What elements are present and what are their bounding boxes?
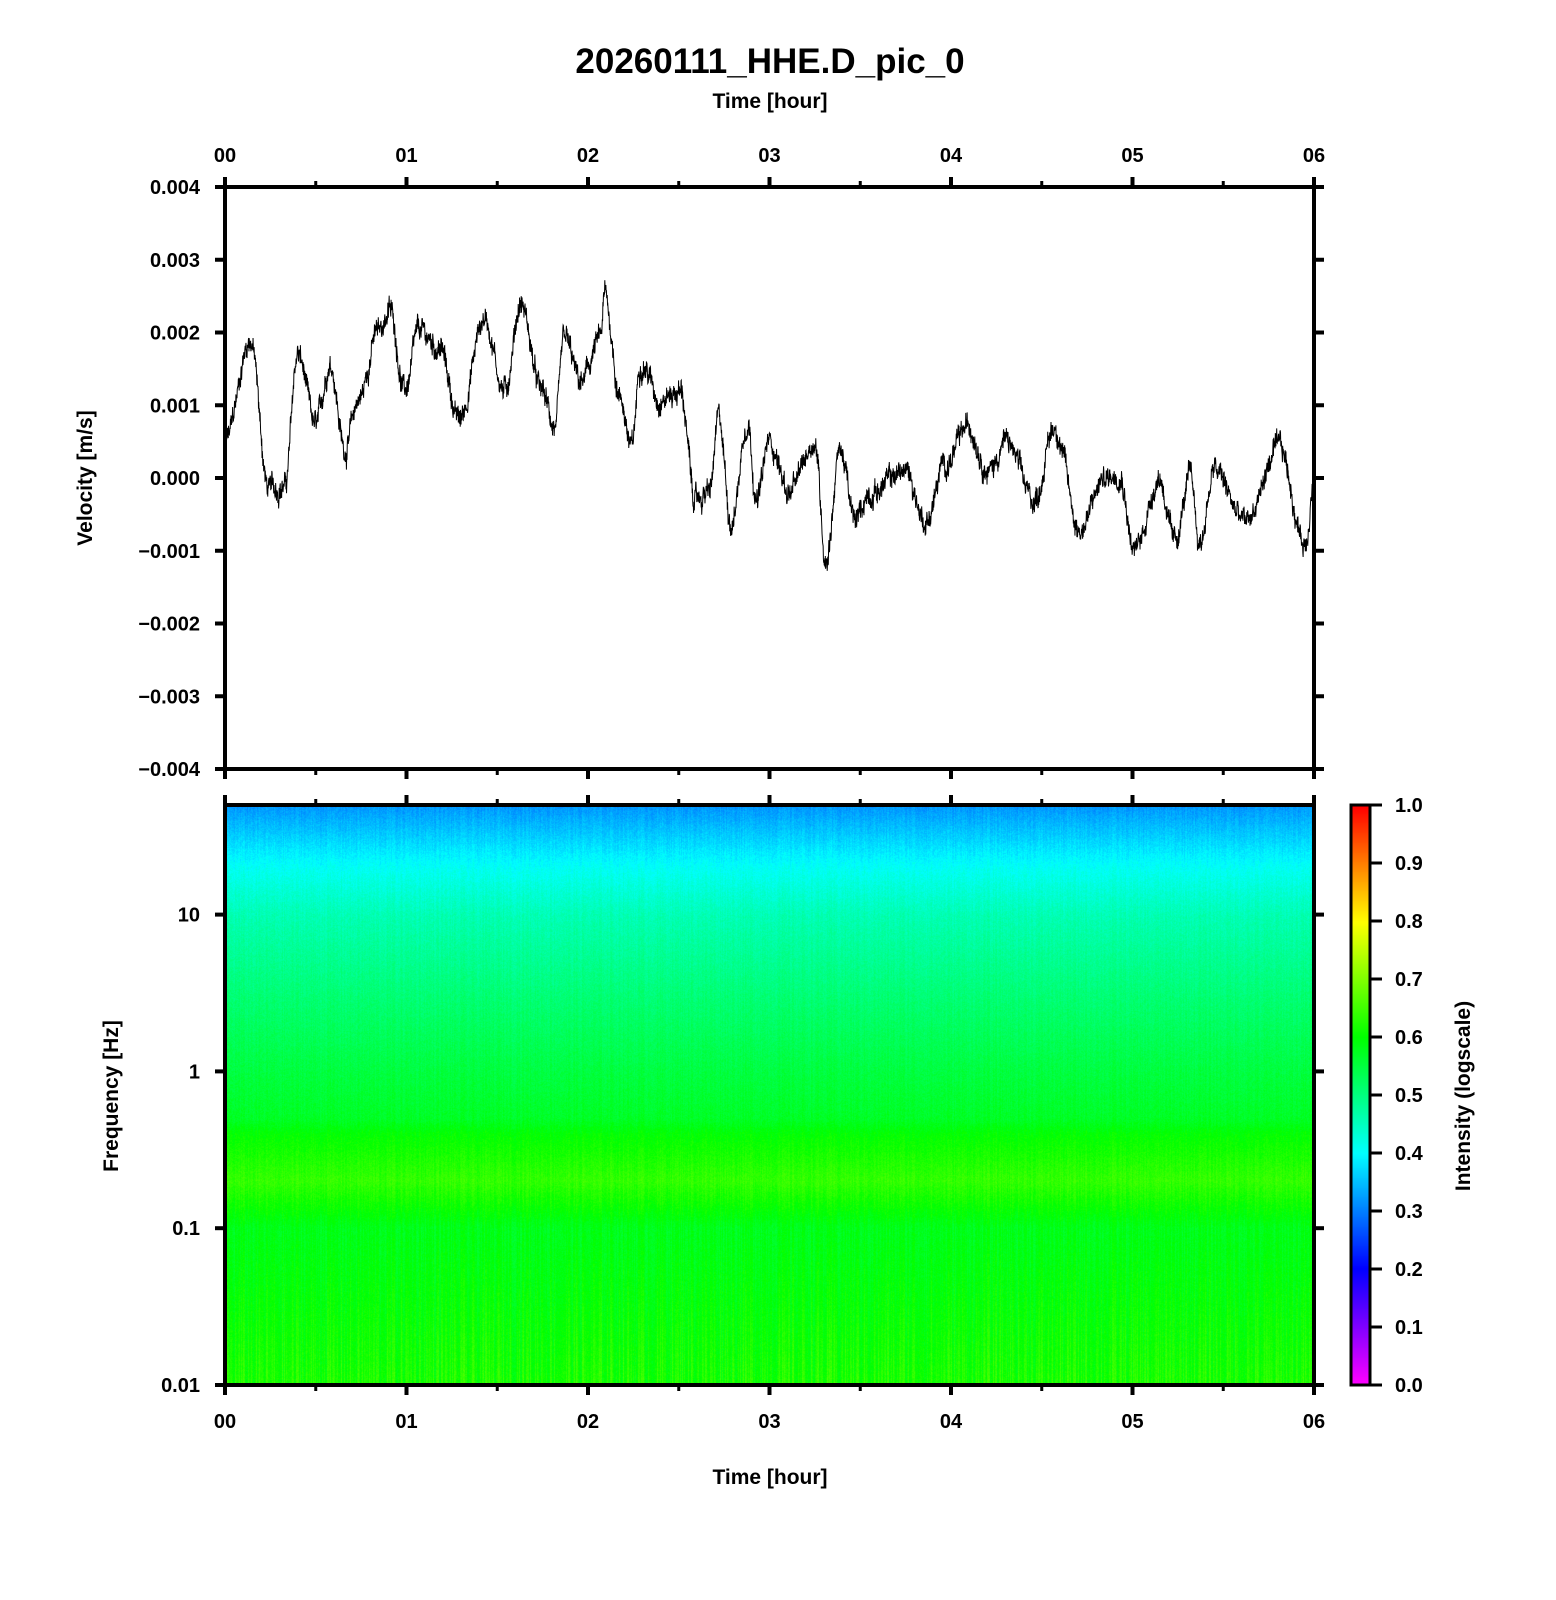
frequency-tick-label: 1	[189, 1061, 200, 1083]
top-x-tick-label: 06	[1303, 145, 1325, 167]
frequency-tick-label: 0.1	[172, 1218, 200, 1240]
velocity-tick-label: −0.001	[138, 541, 200, 563]
x-axis-label: Time [hour]	[712, 1466, 827, 1489]
velocity-tick-label: −0.002	[138, 614, 200, 636]
bottom-x-tick-label: 03	[758, 1411, 780, 1433]
bottom-x-tick-label: 00	[214, 1411, 236, 1433]
frequency-y-axis-label: Frequency [Hz]	[100, 1020, 123, 1172]
colorbar-tick-label: 0.2	[1395, 1259, 1423, 1281]
velocity-tick-label: −0.004	[138, 759, 201, 781]
colorbar-tick-label: 0.3	[1395, 1201, 1423, 1223]
colorbar-tick-label: 0.0	[1395, 1375, 1423, 1397]
bottom-x-tick-label: 04	[940, 1411, 963, 1433]
velocity-tick-label: 0.003	[150, 250, 200, 272]
colorbar-gradient	[1352, 806, 1369, 1385]
colorbar-tick-label: 1.0	[1395, 795, 1423, 817]
top-x-tick-label: 01	[395, 145, 417, 167]
frequency-tick-label: 0.01	[161, 1375, 200, 1397]
top-x-tick-label: 02	[577, 145, 599, 167]
chart-title: 20260111_HHE.D_pic_0	[575, 42, 964, 81]
colorbar-tick-label: 0.1	[1395, 1317, 1423, 1339]
bottom-x-tick-label: 02	[577, 1411, 599, 1433]
spectrogram-image	[227, 807, 1313, 1384]
colorbar-tick-label: 0.5	[1395, 1085, 1423, 1107]
colorbar-tick-label: 0.7	[1395, 969, 1423, 991]
velocity-tick-label: −0.003	[138, 686, 200, 708]
velocity-tick-label: 0.004	[150, 177, 201, 199]
bottom-x-tick-label: 05	[1121, 1411, 1143, 1433]
velocity-tick-label: 0.001	[150, 395, 200, 417]
waveform-line	[224, 280, 1315, 571]
velocity-y-axis-label: Velocity [m/s]	[74, 410, 97, 545]
bottom-x-tick-label: 06	[1303, 1411, 1325, 1433]
top-x-axis-label: Time [hour]	[712, 90, 827, 113]
velocity-tick-label: 0.000	[150, 468, 200, 490]
velocity-tick-label: 0.002	[150, 323, 200, 345]
colorbar-label: Intensity (logscale)	[1452, 1001, 1475, 1191]
colorbar-tick-label: 0.4	[1395, 1143, 1424, 1165]
colorbar-tick-label: 0.9	[1395, 853, 1423, 875]
frequency-tick-label: 10	[178, 905, 200, 927]
top-x-tick-label: 04	[940, 145, 963, 167]
bottom-x-tick-label: 01	[395, 1411, 417, 1433]
top-x-tick-label: 03	[758, 145, 780, 167]
spectrogram-plot-frame	[223, 803, 1316, 1387]
colorbar-tick-label: 0.6	[1395, 1027, 1423, 1049]
top-x-tick-label: 05	[1121, 145, 1143, 167]
colorbar-tick-label: 0.8	[1395, 911, 1423, 933]
top-x-tick-label: 00	[214, 145, 236, 167]
waveform-plot-frame	[223, 185, 1316, 771]
colorbar-frame	[1349, 803, 1372, 1387]
